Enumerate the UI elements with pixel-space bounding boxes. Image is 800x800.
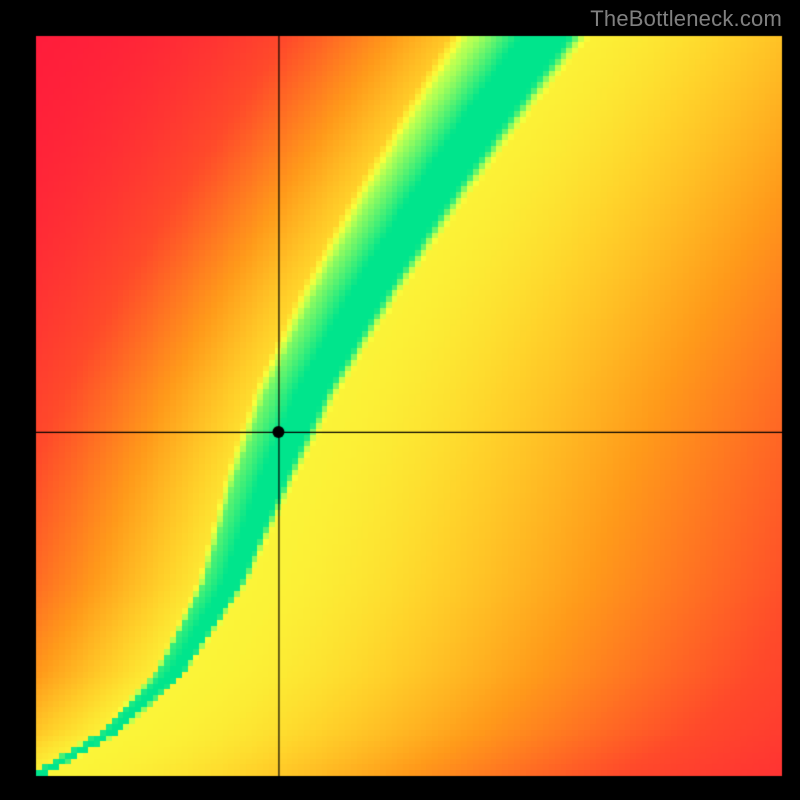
watermark-text: TheBottleneck.com [590,6,782,32]
chart-container: TheBottleneck.com [0,0,800,800]
heatmap-canvas [0,0,800,800]
